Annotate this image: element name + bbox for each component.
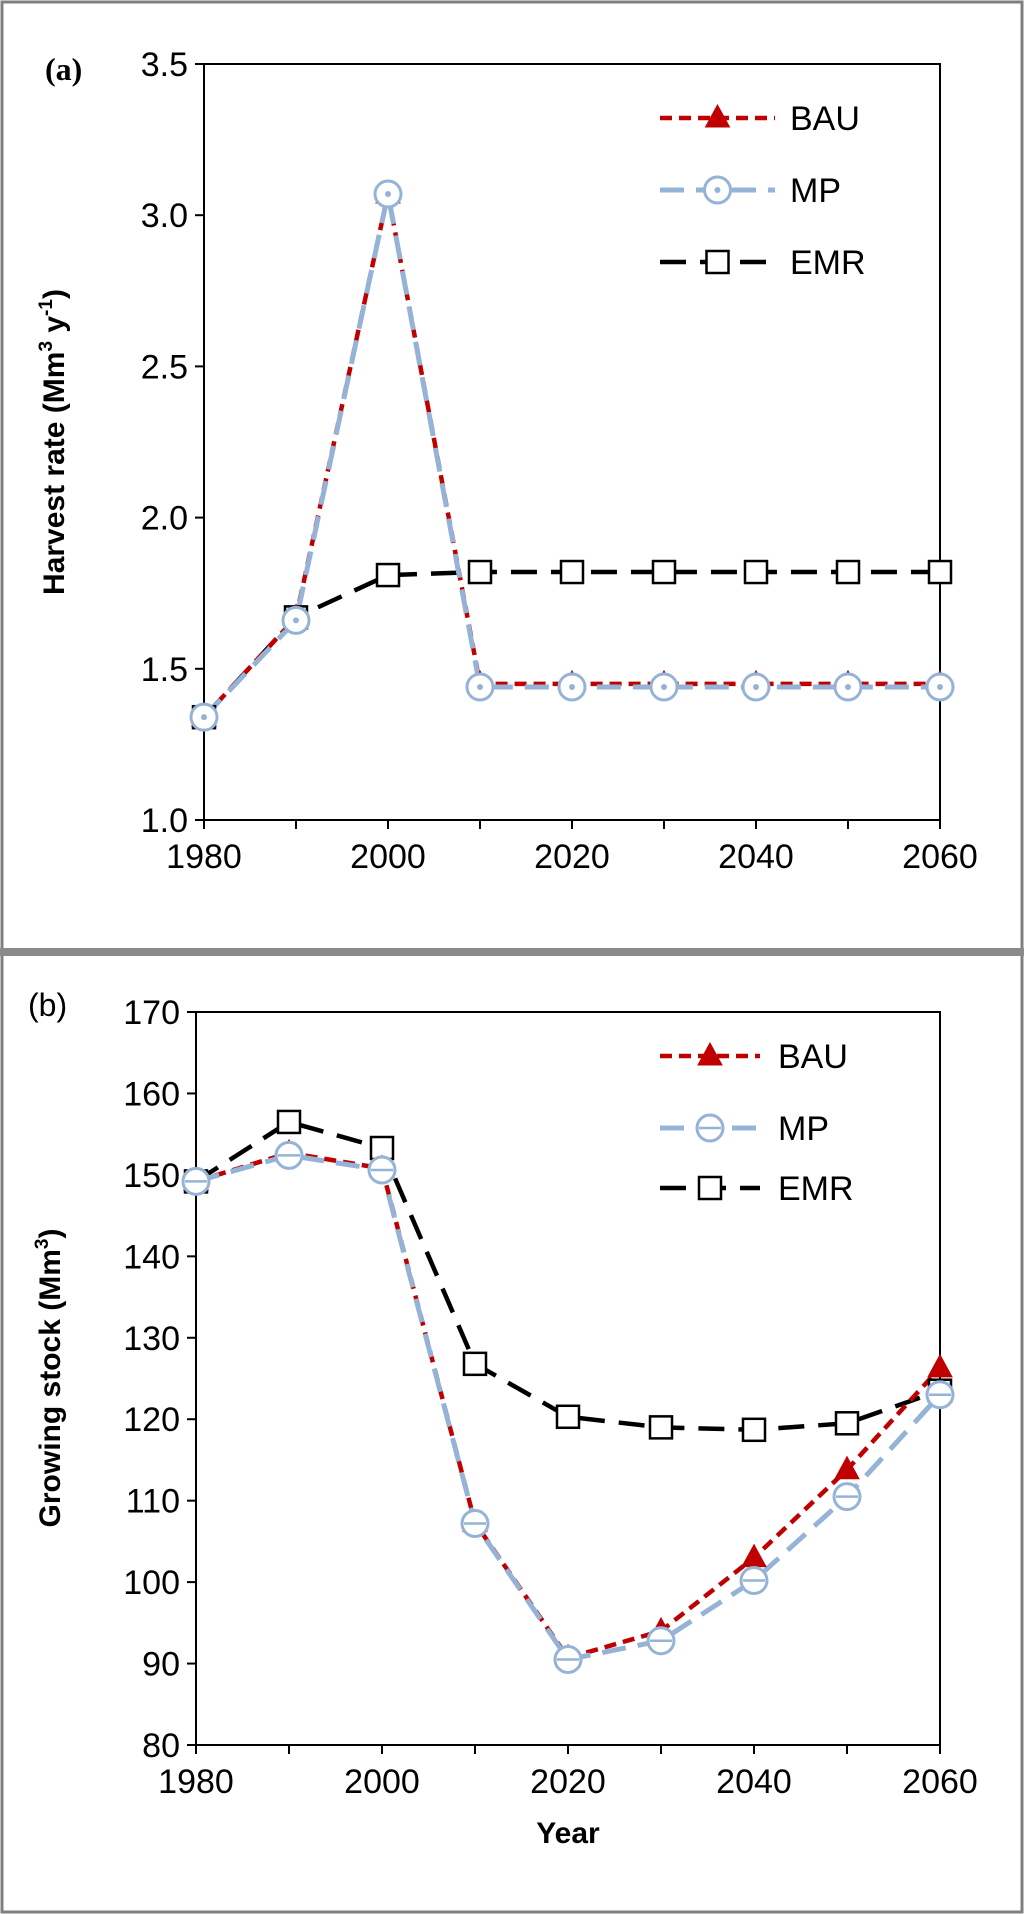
point-b-emr-2010 bbox=[462, 1351, 488, 1377]
y-tick-label-b-8: 160 bbox=[123, 1075, 180, 1113]
point-a-mp-2000 bbox=[373, 179, 403, 209]
x-tick-label-a-2: 2020 bbox=[534, 838, 610, 876]
point-a-mp-2060 bbox=[925, 672, 955, 702]
legend-label-a-emr: EMR bbox=[790, 244, 866, 282]
axis-ticks-b: 80 90 100 110 120 130 140 150 160 170 1980 2000 2020… bbox=[123, 994, 978, 1801]
legend-marker-a-bau bbox=[704, 103, 731, 128]
point-a-emr-2000 bbox=[375, 562, 401, 588]
x-tick-label-a-4: 2060 bbox=[902, 838, 978, 876]
point-a-emr-2050 bbox=[835, 559, 861, 585]
point-b-mp-1990 bbox=[274, 1140, 304, 1170]
y-tick-label-a-2: 2.0 bbox=[141, 500, 188, 538]
legend-label-a-mp: MP bbox=[790, 172, 841, 210]
point-b-bau-2050 bbox=[834, 1455, 860, 1480]
point-a-mp-2020 bbox=[557, 672, 587, 702]
point-a-emr-2020 bbox=[559, 559, 585, 585]
point-b-mp-2030 bbox=[646, 1626, 676, 1656]
series-layer-b bbox=[181, 1109, 955, 1674]
point-a-mp-2050 bbox=[833, 672, 863, 702]
y-tick-label-a-3: 2.5 bbox=[141, 348, 188, 386]
point-b-emr-2030 bbox=[648, 1415, 674, 1440]
point-b-emr-1990 bbox=[276, 1109, 302, 1135]
point-b-mp-2000 bbox=[367, 1155, 397, 1185]
y-tick-label-b-6: 140 bbox=[123, 1238, 180, 1276]
y-axis-title-a-sup1: 3 bbox=[36, 341, 57, 352]
point-b-mp-2060 bbox=[925, 1380, 955, 1410]
x-tick-label-b-3: 2040 bbox=[716, 1763, 792, 1801]
y-tick-label-b-4: 120 bbox=[123, 1401, 180, 1439]
point-a-emr-2040 bbox=[743, 559, 769, 585]
y-axis-title-b-end: ) bbox=[34, 1229, 67, 1239]
legend-a: BAU MP EMR bbox=[660, 100, 866, 282]
y-tick-label-a-1: 1.5 bbox=[141, 651, 188, 689]
y-tick-label-b-3: 110 bbox=[126, 1483, 180, 1521]
point-b-emr-2050 bbox=[834, 1411, 860, 1436]
legend-label-b-emr: EMR bbox=[778, 1170, 854, 1208]
y-tick-label-b-7: 150 bbox=[123, 1157, 180, 1195]
legend-label-a-bau: BAU bbox=[790, 100, 860, 138]
y-tick-label-b-2: 100 bbox=[123, 1564, 180, 1602]
y-axis-title-a-end: ) bbox=[38, 289, 71, 299]
point-a-mp-2040 bbox=[741, 672, 771, 702]
x-tick-label-b-1: 2000 bbox=[344, 1763, 420, 1801]
point-b-emr-2020 bbox=[555, 1404, 581, 1430]
point-a-emr-2010 bbox=[467, 559, 493, 585]
y-tick-label-a-5: 3.5 bbox=[141, 46, 188, 84]
point-a-mp-1980 bbox=[189, 702, 219, 732]
point-a-emr-2060 bbox=[927, 559, 953, 585]
panel-a-harvest-rate: (a) Harvest rate (Mm3 y-1) 1.0 1.5 2.0 2.5 3… bbox=[36, 46, 978, 876]
point-b-mp-2010 bbox=[460, 1508, 490, 1538]
x-tick-label-b-0: 1980 bbox=[158, 1763, 234, 1801]
y-axis-title-a-sup2: -1 bbox=[36, 299, 57, 316]
panel-label-b: (b) bbox=[28, 987, 67, 1023]
y-axis-title-b-main: Growing stock (Mm bbox=[34, 1249, 67, 1527]
series-line-b-emr bbox=[194, 1119, 941, 1433]
point-a-mp-2010 bbox=[465, 672, 495, 702]
y-tick-label-b-9: 170 bbox=[123, 994, 180, 1032]
y-axis-title-a-main: Harvest rate (Mm bbox=[38, 352, 71, 595]
panel-b-growing-stock: (b) Growing stock (Mm3) Year 80 90 100 110 1… bbox=[28, 987, 978, 1850]
legend-marker-a-emr bbox=[705, 249, 730, 275]
point-b-mp-2020 bbox=[553, 1644, 583, 1674]
x-tick-label-b-4: 2060 bbox=[902, 1763, 978, 1801]
x-axis-title-b: Year bbox=[536, 1817, 600, 1850]
legend-label-b-mp: MP bbox=[778, 1110, 829, 1148]
point-b-mp-1980 bbox=[181, 1166, 211, 1196]
axis-ticks-a: 1.0 1.5 2.0 2.5 3.0 3.5 1980 2000 2020 2040 2060 bbox=[141, 46, 978, 876]
series-layer-a bbox=[189, 179, 955, 732]
y-axis-title-a: Harvest rate (Mm3 y-1) bbox=[36, 289, 71, 595]
point-b-mp-2040 bbox=[739, 1565, 769, 1595]
legend-marker-b-mp bbox=[695, 1113, 725, 1143]
legend-marker-b-bau bbox=[697, 1041, 723, 1066]
y-axis-title-b: Growing stock (Mm3) bbox=[32, 1229, 67, 1528]
point-a-mp-2030 bbox=[649, 672, 679, 702]
y-tick-label-b-1: 90 bbox=[142, 1646, 180, 1684]
legend-label-b-bau: BAU bbox=[778, 1038, 848, 1076]
y-tick-label-a-0: 1.0 bbox=[141, 802, 188, 840]
panel-label-a: (a) bbox=[45, 51, 82, 87]
point-a-mp-1990 bbox=[281, 605, 311, 635]
x-tick-label-a-1: 2000 bbox=[350, 838, 426, 876]
y-axis-title-b-sup1: 3 bbox=[32, 1239, 53, 1250]
x-tick-label-a-0: 1980 bbox=[166, 838, 242, 876]
point-b-emr-2040 bbox=[741, 1417, 767, 1443]
y-tick-label-b-0: 80 bbox=[142, 1727, 180, 1765]
legend-marker-b-emr bbox=[697, 1175, 723, 1201]
y-tick-label-b-5: 130 bbox=[123, 1320, 180, 1358]
x-tick-label-a-3: 2040 bbox=[718, 838, 794, 876]
y-tick-label-a-4: 3.0 bbox=[141, 197, 188, 235]
point-b-mp-2050 bbox=[832, 1482, 862, 1512]
x-tick-label-b-2: 2020 bbox=[530, 1763, 606, 1801]
point-b-bau-2060 bbox=[927, 1353, 953, 1378]
legend-b: BAU MP EMR bbox=[660, 1038, 854, 1208]
point-a-emr-2030 bbox=[651, 559, 677, 585]
y-axis-title-a-mid: y bbox=[38, 316, 71, 341]
panel-divider bbox=[0, 948, 1024, 956]
legend-marker-a-mp bbox=[703, 175, 732, 205]
